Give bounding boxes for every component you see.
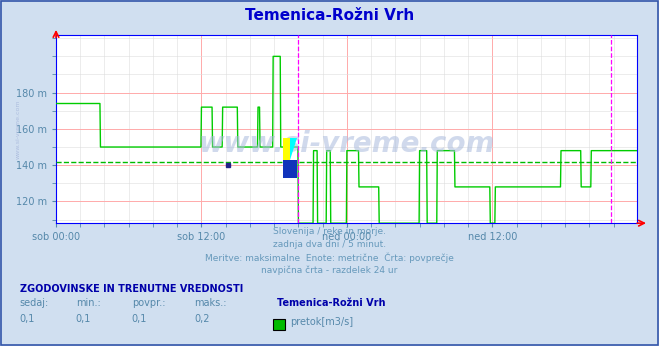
Text: www.si-vreme.com: www.si-vreme.com bbox=[16, 99, 20, 158]
Text: 0,1: 0,1 bbox=[20, 315, 35, 325]
Polygon shape bbox=[283, 160, 297, 178]
Text: navpična črta - razdelek 24 ur: navpična črta - razdelek 24 ur bbox=[262, 266, 397, 275]
Text: www.si-vreme.com: www.si-vreme.com bbox=[198, 130, 495, 158]
Text: Temenica-Rožni Vrh: Temenica-Rožni Vrh bbox=[277, 298, 386, 308]
Polygon shape bbox=[283, 138, 291, 160]
Text: Slovenija / reke in morje.: Slovenija / reke in morje. bbox=[273, 227, 386, 236]
Text: 0,2: 0,2 bbox=[194, 315, 210, 325]
Text: 0,1: 0,1 bbox=[132, 315, 147, 325]
Text: 0,1: 0,1 bbox=[76, 315, 91, 325]
Polygon shape bbox=[291, 138, 297, 160]
Text: pretok[m3/s]: pretok[m3/s] bbox=[290, 317, 353, 327]
Text: sedaj:: sedaj: bbox=[20, 298, 49, 308]
Text: povpr.:: povpr.: bbox=[132, 298, 165, 308]
Text: Temenica-Rožni Vrh: Temenica-Rožni Vrh bbox=[245, 8, 414, 23]
Text: zadnja dva dni / 5 minut.: zadnja dva dni / 5 minut. bbox=[273, 240, 386, 249]
Text: Meritve: maksimalne  Enote: metrične  Črta: povprečje: Meritve: maksimalne Enote: metrične Črta… bbox=[205, 252, 454, 263]
Text: maks.:: maks.: bbox=[194, 298, 227, 308]
Text: ZGODOVINSKE IN TRENUTNE VREDNOSTI: ZGODOVINSKE IN TRENUTNE VREDNOSTI bbox=[20, 284, 243, 294]
Text: min.:: min.: bbox=[76, 298, 101, 308]
